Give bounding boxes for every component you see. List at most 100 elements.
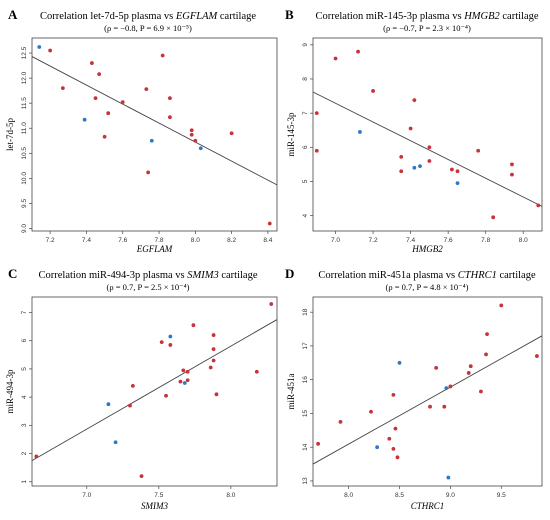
data-point-red [485,332,489,337]
data-point-red [510,172,514,177]
data-point-red [214,392,219,397]
data-point-blue [358,130,362,134]
data-point-red [159,340,164,345]
data-point-red [399,154,404,159]
data-point-red [434,365,439,370]
y-tick-label: 14 [302,443,309,451]
y-tick-label: 2 [21,451,28,455]
data-point-red [160,53,165,58]
panel-letter: A [8,7,18,22]
data-point-red [428,404,432,409]
y-tick-label: 3 [21,423,28,427]
data-point-red [479,389,483,394]
x-tick-label: 8.5 [395,492,404,499]
x-tick-label: 7.6 [118,237,127,244]
data-point-red [189,128,194,133]
data-point-red [499,303,504,308]
plot-frame [31,37,278,232]
data-point-red [208,365,213,370]
data-point-red [476,148,481,153]
data-point-blue [168,334,173,339]
panel-letter: C [8,266,17,281]
regression-line [312,335,543,465]
y-tick-label: 8 [302,77,309,81]
x-axis-label: SMIM3 [141,501,168,511]
data-point-red [168,115,172,120]
data-point-red [189,132,194,137]
y-tick-label: 10.0 [21,172,28,185]
data-point-red [267,221,272,226]
data-point-red [48,48,53,53]
chart-title-suffix: cartilage [217,11,256,22]
y-tick-label: 11.0 [21,122,28,135]
y-tick-label: 16 [302,376,309,384]
x-axis-label: CTHRC1 [411,501,445,511]
data-point-red [130,383,135,388]
data-point-red [395,455,400,460]
data-point-red [178,379,183,384]
chart-title-suffix: cartilage [497,270,536,281]
y-tick-label: 10.5 [21,147,28,160]
chart-subtitle: (ρ = −0.8, P = 6.9 × 10⁻⁵) [104,23,192,33]
x-tick-label: 7.2 [369,237,378,244]
data-point-red [34,454,39,459]
regression-line [312,91,543,207]
data-point-red [491,215,496,220]
y-tick-label: 9 [302,43,309,47]
data-point-red [316,441,320,446]
data-point-blue [418,164,422,168]
chart-title-prefix: Correlation miR-451a plasma vs [318,270,457,281]
chart-title-prefix: Correlation let-7d-5p plasma vs [40,11,176,22]
data-point-red [168,343,173,347]
data-point-red [191,323,196,328]
data-point-red [144,87,149,92]
x-tick-label: 7.2 [46,237,55,244]
y-tick-label: 9.5 [21,199,28,208]
chart-title-prefix: Correlation miR-145-3p plasma vs [315,11,464,22]
data-point-red [229,131,234,136]
data-point-red [146,170,151,175]
data-point-red [412,98,417,103]
panel-d: D Correlation miR-451a plasma vs CTHRC1 c… [285,266,543,511]
x-tick-label: 8.0 [191,237,200,244]
x-tick-label: 8.0 [344,492,353,499]
x-axis-label: EGFLAM [136,244,173,254]
chart-title-gene: EGFLAM [175,11,219,22]
data-point-red [211,347,216,352]
y-tick-label: 6 [21,339,28,343]
data-point-red [185,378,190,383]
chart-title: Correlation let-7d-5p plasma vs EGFLAM c… [40,11,256,22]
plot-frame [312,296,543,487]
y-tick-label: 4 [302,213,309,217]
data-point-red [120,100,125,105]
data-point-red [399,169,404,174]
x-tick-label: 7.8 [481,237,490,244]
y-axis-label: miR-145-3p [286,112,296,156]
data-point-red [314,111,319,116]
data-point-red [387,436,392,441]
y-tick-label: 12.5 [21,46,28,59]
data-point-red [164,393,168,398]
x-tick-label: 7.4 [82,237,91,244]
data-point-red [455,169,460,174]
data-point-red [356,49,360,54]
data-point-red [185,369,190,374]
x-tick-label: 7.0 [82,492,91,499]
y-tick-label: 5 [302,179,309,183]
data-point-red [314,148,319,153]
data-point-red [211,358,216,363]
data-point-blue [446,475,451,480]
chart-subtitle: (ρ = 0.7, P = 2.5 × 10⁻⁴) [107,282,190,292]
data-point-red [536,203,541,208]
chart-subtitle: (ρ = −0.7, P = 2.3 × 10⁻⁴) [383,23,471,33]
y-tick-label: 6 [302,145,309,149]
x-tick-label: 8.0 [519,237,528,244]
data-point-red [484,352,488,357]
data-point-red [393,426,398,431]
plot-frame [31,296,278,487]
x-axis-label: HMGB2 [411,244,443,254]
panel-b: B Correlation miR-145-3p plasma vs HMGB2 … [285,7,543,254]
chart-title-gene: HMGB2 [463,11,500,22]
data-point-red [97,72,102,76]
